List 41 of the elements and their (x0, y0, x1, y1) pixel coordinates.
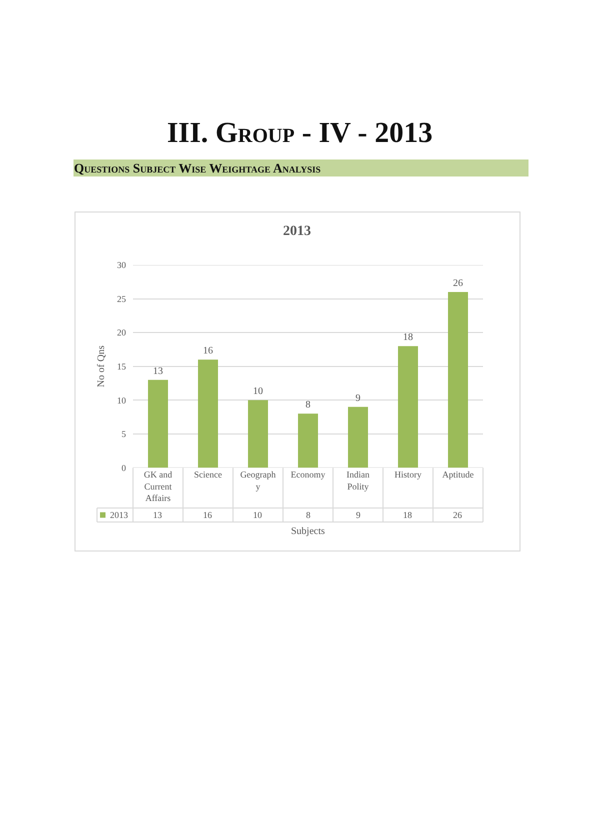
y-tick-label: 30 (117, 260, 126, 270)
x-tick-label: Geography (240, 470, 276, 492)
text: 26 (453, 278, 463, 290)
bar (298, 414, 318, 468)
text: III. Group - IV - 2013 (167, 117, 433, 149)
text: 10 (253, 386, 263, 398)
bar (398, 346, 418, 468)
data-label: 8 (306, 510, 311, 520)
y-tick-label: 10 (117, 395, 126, 406)
text: 13 (153, 366, 163, 377)
bar (348, 406, 368, 468)
data-label: 10 (253, 510, 262, 520)
legend-label: 2013 (110, 510, 128, 520)
text: 9 (356, 392, 360, 404)
text: 16 (203, 346, 213, 357)
data-label: 26 (453, 510, 462, 520)
y-tick-label: 15 (117, 362, 126, 372)
chart-title: 2013 (283, 224, 311, 239)
text: 18 (403, 332, 413, 344)
text: Questions Subject Wise Weightage Analysis (74, 160, 321, 176)
data-label: 13 (153, 510, 162, 520)
bar (148, 380, 168, 468)
y-axis-title: No of Qns (96, 345, 107, 388)
x-tick-label: Indian Polity (346, 470, 370, 492)
x-tick-label: GK and Current Affairs (144, 470, 173, 504)
x-tick-label: Aptitude (442, 470, 474, 480)
text: 8 (306, 400, 310, 411)
bar (248, 400, 268, 468)
x-axis-title: Subjects (291, 526, 325, 537)
data-label: 18 (403, 510, 412, 520)
y-tick-label: 5 (122, 429, 126, 440)
x-tick-label: Economy (290, 470, 326, 480)
y-tick-label: 20 (117, 328, 126, 338)
x-tick-label: History (394, 470, 422, 480)
y-tick-label: 0 (122, 462, 126, 473)
data-label: 9 (356, 510, 361, 520)
data-label: 16 (203, 510, 212, 520)
x-tick-label: Science (194, 470, 222, 480)
y-tick-label: 25 (117, 294, 126, 304)
bar (198, 360, 218, 468)
bar (448, 292, 468, 468)
